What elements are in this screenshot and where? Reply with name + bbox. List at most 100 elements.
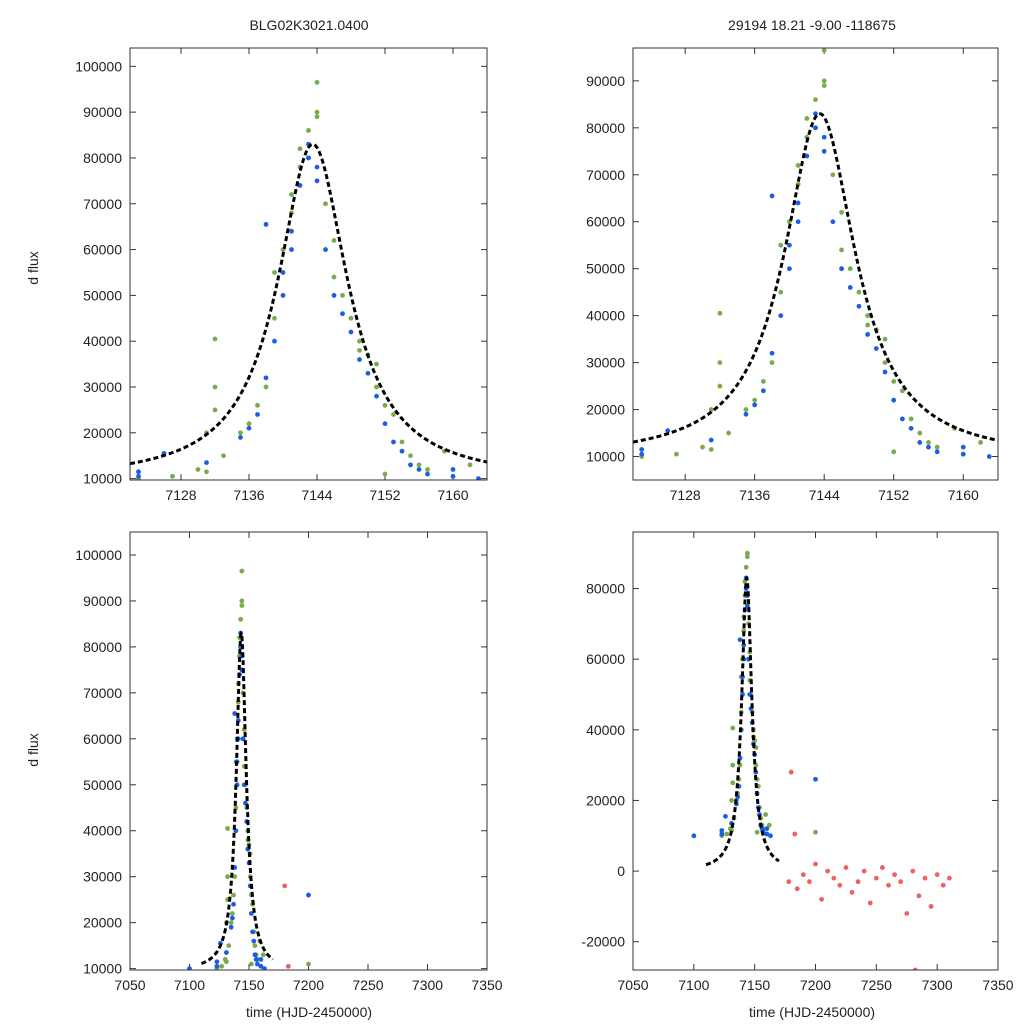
data-point-green: [260, 952, 266, 958]
data-point-green: [763, 812, 769, 817]
y-tick-label: 40000: [586, 722, 625, 738]
data-point-red: [837, 882, 843, 888]
x-tick-label: 7350: [471, 977, 502, 993]
data-point-green: [229, 911, 235, 916]
data-point-blue: [240, 736, 246, 742]
data-point-blue: [214, 959, 220, 965]
data-point-green: [743, 407, 749, 412]
data-point-red: [867, 900, 873, 906]
data-point-blue: [665, 428, 671, 434]
x-tick-label: 7200: [800, 977, 831, 993]
data-point-green: [754, 829, 760, 835]
data-point-green: [674, 451, 679, 457]
data-point-green: [717, 360, 723, 366]
x-tick-label: 7136: [739, 487, 770, 503]
data-point-green: [839, 209, 844, 215]
data-point-red: [807, 879, 812, 885]
data-point-blue: [246, 425, 252, 431]
data-point-blue: [306, 155, 311, 161]
y-tick-label: 30000: [83, 869, 122, 885]
data-point-green: [228, 920, 234, 926]
data-point-blue: [231, 901, 236, 907]
data-point-green: [170, 473, 175, 479]
data-point-green: [399, 439, 405, 445]
x-tick-label: 7144: [301, 487, 332, 503]
data-point-green: [238, 430, 243, 436]
y-tick-label: 80000: [83, 150, 122, 166]
data-point-blue: [204, 460, 209, 465]
data-point-green: [195, 467, 201, 472]
data-point-green: [226, 943, 232, 949]
data-layer: [691, 532, 952, 970]
data-point-green: [331, 274, 337, 280]
data-point-green: [729, 798, 734, 803]
data-point-blue: [450, 467, 456, 472]
data-point-blue: [187, 966, 192, 970]
data-point-blue: [232, 711, 238, 716]
x-tick-label: 7144: [809, 487, 840, 503]
data-point-red: [898, 879, 904, 885]
data-point-green: [813, 97, 818, 103]
data-point-blue: [804, 153, 810, 159]
x-tick-label: 7136: [233, 487, 264, 503]
model-curve: [130, 142, 487, 466]
y-tick-label: 60000: [83, 242, 122, 258]
data-point-blue: [769, 350, 775, 356]
panel-bottom-left: d flux time (HJD-2450000) 7050 7100 7150 72…: [25, 531, 503, 1020]
data-point-green: [744, 550, 750, 556]
data-point-blue: [768, 833, 773, 839]
data-point-green: [934, 444, 940, 450]
data-point-blue: [960, 444, 966, 450]
data-point-blue: [752, 402, 758, 408]
y-tick-label: 70000: [83, 685, 122, 701]
plot-area-bottom-right: 7050 7100 7150 7200 7250 7300 7350 -20000 0 20000…: [581, 531, 1014, 993]
data-point-blue: [787, 266, 792, 272]
data-point-blue: [314, 178, 320, 184]
data-point-green: [272, 270, 277, 275]
data-point-green: [760, 378, 766, 384]
data-point-green: [724, 831, 730, 837]
data-point-blue: [348, 329, 354, 335]
data-point-red: [849, 889, 855, 895]
x-tick-label: 7100: [174, 977, 205, 993]
y-tick-label: 20000: [83, 915, 122, 931]
data-point-green: [221, 453, 226, 459]
y-tick-label: 90000: [83, 593, 122, 609]
data-point-red: [912, 967, 918, 970]
data-point-green: [821, 83, 827, 88]
data-point-green: [700, 444, 705, 450]
data-point-blue: [251, 938, 257, 944]
y-tick-label: 20000: [586, 402, 625, 418]
y-tick-label: 10000: [83, 471, 122, 487]
y-tick-label: 20000: [83, 425, 122, 441]
data-point-green: [830, 172, 836, 178]
data-point-green: [248, 961, 254, 967]
data-point-green: [391, 412, 396, 417]
data-point-blue: [263, 375, 269, 381]
data-point-red: [916, 893, 922, 899]
y-tick-label: -20000: [581, 934, 625, 950]
x-tick-label: 7128: [670, 487, 701, 503]
x-tick-label: 7100: [678, 977, 709, 993]
y-tick-label: 60000: [586, 651, 625, 667]
data-point-green: [238, 616, 244, 622]
data-point-red: [843, 865, 849, 870]
data-point-blue: [743, 411, 749, 417]
y-tick-label: 40000: [83, 823, 122, 839]
data-point-red: [946, 875, 952, 881]
data-point-green: [255, 402, 260, 408]
data-point-blue: [297, 183, 303, 188]
data-point-green: [212, 407, 218, 413]
panel-top-left: BLG02K3021.0400 d flux 7128 7136 7144 7152 7…: [25, 17, 488, 503]
data-point-green: [730, 725, 736, 731]
ylabel-bottom-left: d flux: [25, 733, 41, 766]
data-point-green: [272, 315, 277, 321]
model-curve: [633, 112, 998, 444]
data-point-red: [855, 879, 861, 885]
y-tick-label: 40000: [586, 308, 625, 324]
data-point-blue: [847, 285, 853, 290]
data-point-green: [425, 467, 430, 472]
data-point-blue: [262, 966, 267, 970]
data-point-green: [357, 347, 362, 353]
data-point-blue: [830, 219, 836, 225]
